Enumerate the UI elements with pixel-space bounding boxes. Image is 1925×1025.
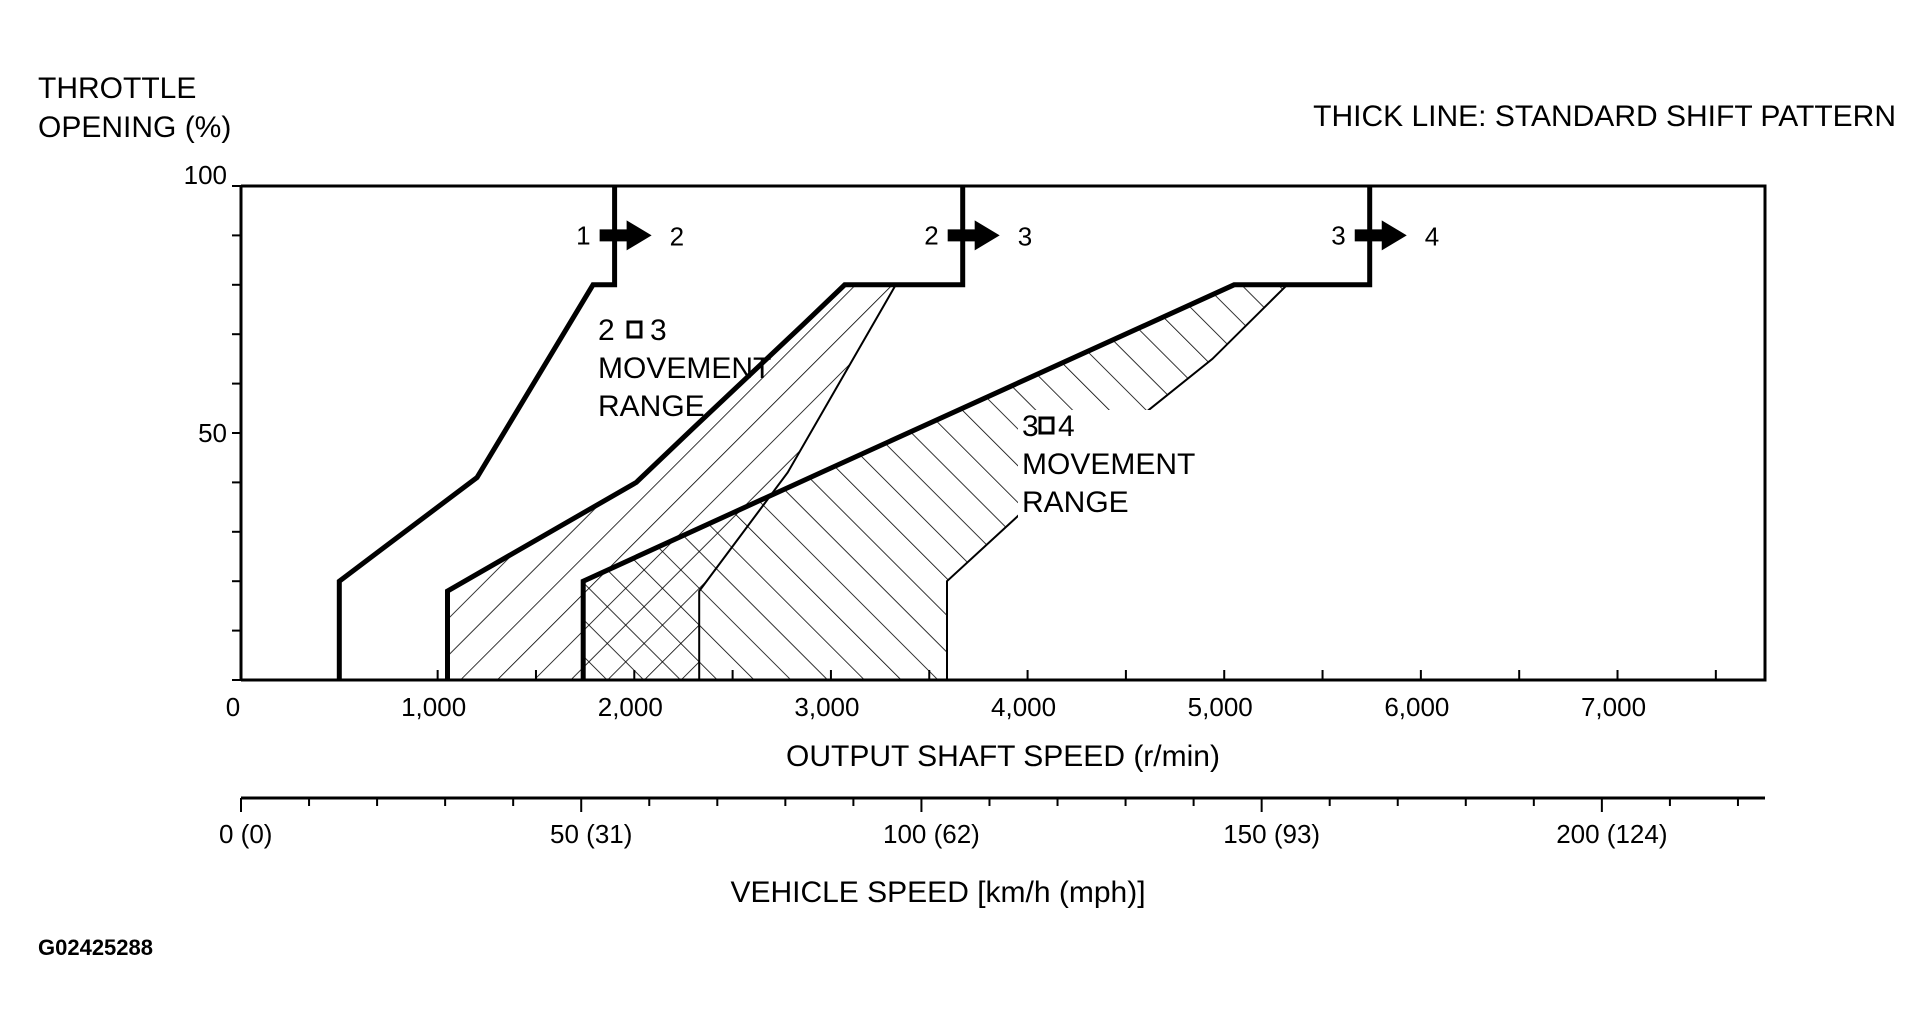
x-tick-label: 2,000 (598, 692, 663, 722)
gear-to-4: 4 (1425, 221, 1439, 251)
gear-from-3: 3 (1331, 220, 1345, 250)
figure-code: G02425288 (38, 935, 153, 960)
gear-to-3: 3 (1018, 221, 1032, 251)
x-tick-label: 4,000 (991, 692, 1056, 722)
shift-arrow-2-3 (947, 220, 1000, 251)
region-3-4-to: 4 (1058, 410, 1075, 443)
vehicle-speed-tick-label: 150 (93) (1223, 819, 1320, 849)
legend-note: THICK LINE: STANDARD SHIFT PATTERN (1313, 100, 1896, 133)
x-tick-label: 6,000 (1384, 692, 1449, 722)
x-axis-title: OUTPUT SHAFT SPEED (r/min) (786, 740, 1220, 773)
y-tick-label: 100 (184, 160, 227, 190)
region-3-4-symbol (1038, 416, 1055, 435)
shift-arrows: 1 2 2 3 3 4 (576, 220, 1439, 251)
vehicle-speed-axis-title: VEHICLE SPEED [km/h (mph)] (730, 876, 1145, 909)
shift-line-1-2 (336, 186, 618, 680)
y-axis-title-line2: OPENING (%) (38, 111, 231, 144)
vehicle-speed-ticks: 0 (0) 50 (31) 100 (62) 150 (93) 200 (124) (219, 798, 1739, 849)
region-label-2-3: 2 3 MOVEMENT RANGE (598, 314, 771, 423)
gear-from-2: 2 (924, 220, 938, 250)
gear-to-2: 2 (670, 221, 684, 251)
movement-ranges (447, 284, 1370, 680)
region-3-4-hatch (583, 284, 1370, 680)
y-tick-label: 50 (198, 418, 227, 448)
x-tick-label: 7,000 (1581, 692, 1646, 722)
region-3-4-from: 3 (1022, 410, 1039, 443)
vehicle-speed-tick-label: 200 (124) (1556, 819, 1667, 849)
x-tick-label: 3,000 (794, 692, 859, 722)
vehicle-speed-tick-label: 50 (31) (550, 819, 632, 849)
vehicle-speed-tick-label: 0 (0) (219, 819, 272, 849)
x-axis-ticks: 0 1,000 2,000 3,000 4,000 5,000 6,000 7,000 (226, 670, 1717, 722)
x-tick-label: 1,000 (401, 692, 466, 722)
range-boundary-line-3 (698, 283, 963, 680)
region-2-3-line3: RANGE (598, 390, 705, 423)
region-2-3-from: 2 (598, 314, 615, 347)
gear-from-1: 1 (576, 220, 590, 250)
plot-frame (241, 184, 1767, 682)
region-2-3-line2: MOVEMENT (598, 352, 771, 385)
shift-arrow-1-2 (599, 220, 652, 251)
y-axis-ticks: 50 100 (184, 160, 241, 681)
region-2-3-hatch (447, 284, 963, 680)
vehicle-speed-tick-label: 100 (62) (883, 819, 980, 849)
shift-line-3-4 (580, 186, 1373, 680)
region-3-4-line3: RANGE (1022, 486, 1129, 519)
region-3-4-line2: MOVEMENT (1022, 448, 1195, 481)
shift-arrow-3-4 (1354, 220, 1407, 251)
region-2-3-symbol (626, 320, 643, 339)
region-2-3-to: 3 (650, 314, 667, 347)
region-3-4-label-bg (1018, 410, 1238, 522)
x-tick-label: 5,000 (1188, 692, 1253, 722)
region-label-3-4: 3 4 MOVEMENT RANGE (1018, 410, 1238, 522)
y-axis-title-line1: THROTTLE (38, 72, 196, 105)
x-tick-label: 0 (226, 692, 240, 722)
